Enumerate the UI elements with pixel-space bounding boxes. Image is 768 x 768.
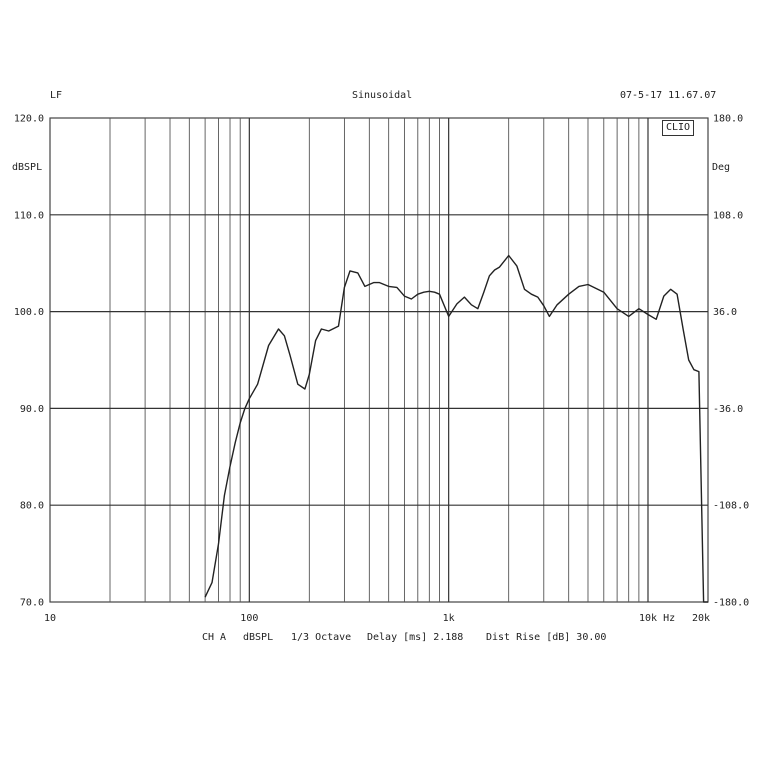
y-tick-label: 120.0	[14, 114, 44, 125]
y-tick-label: 110.0	[14, 210, 44, 221]
header-title: Sinusoidal	[352, 90, 413, 101]
footer-delay: Delay [ms] 2.188	[367, 632, 464, 643]
y-tick-label: 70.0	[20, 598, 44, 609]
header-timestamp: 07-5-17 11.67.07	[620, 90, 717, 101]
footer-dist-rise: Dist Rise [dB] 30.00	[486, 632, 607, 643]
y2-tick-label: -180.0	[713, 598, 749, 609]
response-curve	[204, 254, 708, 603]
footer-unit: dBSPL	[243, 632, 274, 643]
y-tick-label: 100.0	[14, 307, 44, 318]
y2-tick-label: 36.0	[713, 307, 737, 318]
plot-frame	[49, 117, 709, 603]
clio-logo: CLIO	[662, 120, 695, 136]
header-left: LF	[50, 90, 63, 101]
right-axis-unit: Deg	[712, 162, 731, 173]
y-tick-label: 80.0	[20, 501, 44, 512]
x-tick-label: 1k	[443, 613, 455, 624]
x-tick-label: 10k Hz	[639, 613, 675, 624]
y2-tick-label: -36.0	[713, 404, 743, 415]
y2-tick-label: -108.0	[713, 501, 749, 512]
y2-tick-label: 180.0	[713, 114, 743, 125]
left-axis-unit: dBSPL	[12, 162, 43, 173]
x-tick-label: 10	[44, 613, 56, 624]
footer-smoothing: 1/3 Octave	[291, 632, 352, 643]
x-tick-label: 100	[240, 613, 258, 624]
x-tick-label: 20k	[692, 613, 710, 624]
footer-channel: CH A	[202, 632, 227, 643]
y2-tick-label: 108.0	[713, 210, 743, 221]
y-tick-label: 90.0	[20, 404, 44, 415]
